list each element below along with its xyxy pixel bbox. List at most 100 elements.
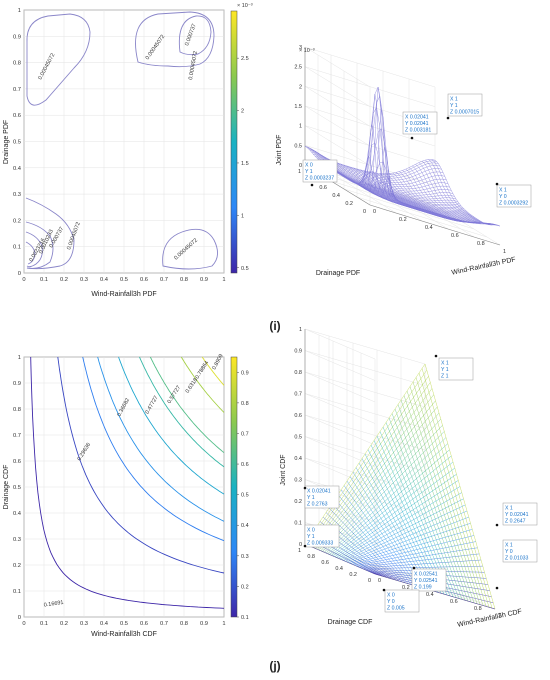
pdf-contour-ylabel: Drainage PDF (3, 120, 10, 164)
z-tick-label: 0.6 (294, 413, 302, 419)
datatip-marker (446, 116, 450, 120)
contour-line (57, 356, 225, 574)
grid-line (356, 196, 488, 238)
surface-mesh-line (403, 395, 475, 603)
grid-line (304, 105, 371, 147)
y-tick-label: 0.8 (13, 61, 21, 67)
x-tick-label: 1 (503, 249, 506, 255)
surface-mesh-line (326, 165, 457, 200)
grid-line (304, 371, 376, 403)
grid-line (304, 393, 426, 429)
surface-mesh-line (306, 147, 437, 176)
surface-mesh-line (391, 413, 463, 600)
axis-line (369, 204, 501, 246)
datatip-marker (495, 182, 499, 186)
grid-line (304, 479, 376, 510)
z-tick-label: 0.7 (294, 392, 302, 398)
cdf-surface-ticks: 00.20.40.60.8100.20.40.60.8100.10.20.30.… (294, 327, 501, 619)
datatip-marker (495, 586, 499, 590)
datatip-text: Y 0 (499, 194, 507, 200)
datatip-text: X 1 (505, 543, 513, 549)
y-tick-label: 0.2 (345, 201, 353, 207)
y-tick-label: 0.5 (13, 140, 21, 146)
datatip-box (384, 589, 420, 613)
surface-mesh-line (329, 449, 450, 555)
z-tick-label: 0.2 (294, 499, 302, 505)
surface-mesh-line (313, 394, 434, 548)
surface-mesh-line (316, 157, 447, 188)
cdf-surface-xlabel: Wind-Rainfall3h CDF (457, 608, 523, 629)
x-tick-label: 0.9 (200, 277, 208, 283)
surface-mesh-line (415, 377, 487, 607)
datatip-text: X 0.02041 (307, 489, 331, 495)
y-tick-label: 0.4 (335, 566, 343, 572)
x-tick-label: 1 (222, 621, 225, 627)
datatip-text: Z 0.0003292 (499, 201, 528, 207)
z-tick-label: 0.8 (294, 370, 302, 376)
x-tick-label: 0.4 (100, 277, 109, 283)
surface-mesh-line (397, 404, 469, 602)
datatip-box (447, 93, 483, 117)
y-tick-label: 0.6 (319, 185, 327, 191)
pdf-surface-zlabel: Joint PDF (276, 135, 283, 166)
datatip-marker (382, 588, 386, 592)
grid-line (304, 350, 376, 381)
surface-mesh-line (334, 467, 455, 557)
datatip-text: Z 0.0003237 (305, 176, 334, 182)
grid-line (304, 414, 426, 451)
grid-line (304, 125, 436, 166)
y-tick-label: 0.8 (13, 407, 21, 413)
y-tick-label: 1 (298, 548, 301, 554)
surface-mesh-line (338, 480, 459, 559)
grid-line (304, 46, 371, 88)
pdf-surface-ylabel: Drainage PDF (316, 270, 360, 277)
contour-line (139, 356, 225, 468)
colorbar-tick-label: 0.4 (241, 523, 249, 529)
surface-mesh-line (412, 165, 478, 224)
surface-mesh-line (399, 171, 465, 222)
surface-mesh-line (388, 417, 460, 599)
datatip-text: Y 0.02541 (414, 578, 438, 584)
datatip-box (502, 502, 538, 526)
y-tick-label: 1 (18, 355, 21, 361)
y-tick-label: 0.7 (13, 87, 21, 93)
contour-line (30, 356, 225, 609)
grid-line (304, 125, 371, 166)
datatip-text: Z 0.009333 (307, 541, 333, 547)
y-tick-label: 0 (368, 578, 371, 584)
grid-line (304, 436, 376, 467)
colorbar-tick-label: 1 (241, 213, 244, 219)
contour-line (25, 197, 75, 270)
datatip-text: Y 0 (387, 599, 395, 605)
contour-line (25, 221, 54, 269)
x-tick-label: 0.4 (426, 592, 434, 598)
x-tick-label: 0.3 (80, 277, 88, 283)
x-tick-label: 0.6 (451, 233, 459, 239)
surface-mesh-line (415, 164, 481, 225)
panel-label-j: (j) (269, 659, 280, 673)
datatip-box (304, 524, 340, 548)
cdf-contour-grid (23, 356, 225, 618)
contour-line (149, 356, 225, 454)
z-tick-label: 1 (299, 124, 302, 130)
surface-mesh-line (394, 408, 466, 601)
pdf-contour-xlabel: Wind-Rainfall3h PDF (91, 291, 156, 298)
grid-line (304, 371, 426, 408)
pdf-surface-zexp: × 10⁻³ (299, 48, 315, 54)
surface-mesh-line (373, 440, 445, 595)
contour-line (180, 356, 225, 413)
grid-line (434, 204, 501, 246)
datatip-text: Z 0.005 (387, 606, 405, 612)
surface-mesh-line (385, 422, 457, 598)
surface-mesh-line (408, 167, 475, 224)
grid-line (304, 86, 371, 127)
datatip-box (402, 111, 438, 135)
grid-line (330, 172, 397, 214)
surface-mesh-line (308, 376, 429, 546)
datatip-text: Y 1 (307, 495, 315, 501)
surface-mesh-line (324, 431, 445, 553)
x-tick-label: 0.4 (425, 225, 433, 231)
cdf-surface-plot: 00.20.40.60.8100.20.40.60.8100.10.20.30.… (280, 327, 538, 629)
surface-mesh-line (376, 435, 448, 596)
